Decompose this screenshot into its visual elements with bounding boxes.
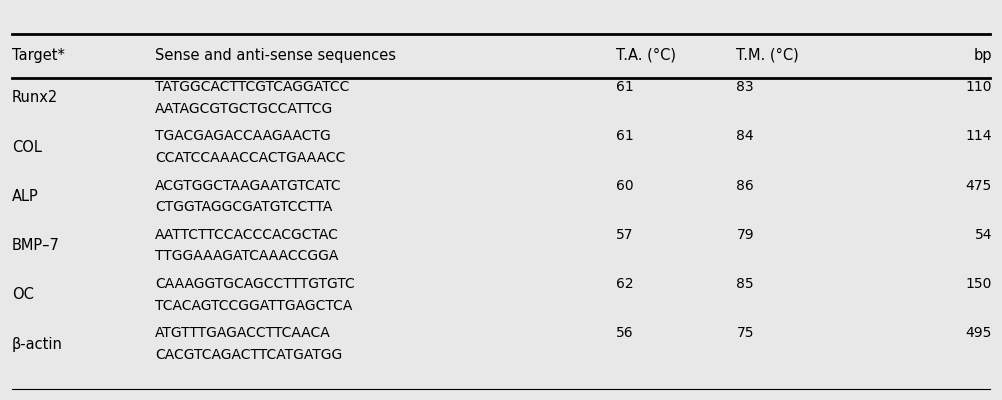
Text: BMP–7: BMP–7 xyxy=(12,238,60,253)
Text: 61: 61 xyxy=(616,129,634,143)
Text: 79: 79 xyxy=(736,228,755,242)
Text: 61: 61 xyxy=(616,80,634,94)
Text: β-actin: β-actin xyxy=(12,336,63,352)
Text: TGACGAGACCAAGAACTG: TGACGAGACCAAGAACTG xyxy=(155,129,331,143)
Text: TCACAGTCCGGATTGAGCTCA: TCACAGTCCGGATTGAGCTCA xyxy=(155,299,353,313)
Text: Runx2: Runx2 xyxy=(12,90,58,106)
Text: ATGTTTGAGACCTTCAACA: ATGTTTGAGACCTTCAACA xyxy=(155,326,331,340)
Text: CACGTCAGACTTCATGATGG: CACGTCAGACTTCATGATGG xyxy=(155,348,343,362)
Text: 150: 150 xyxy=(966,277,992,291)
Text: CAAAGGTGCAGCCTTTGTGTC: CAAAGGTGCAGCCTTTGTGTC xyxy=(155,277,355,291)
Text: 86: 86 xyxy=(736,178,755,192)
Text: 110: 110 xyxy=(966,80,992,94)
Text: 83: 83 xyxy=(736,80,755,94)
Text: 54: 54 xyxy=(975,228,992,242)
Text: AATTCTTCCACCCACGCTAC: AATTCTTCCACCCACGCTAC xyxy=(155,228,340,242)
Text: ALP: ALP xyxy=(12,189,39,204)
Text: T.M. (°C): T.M. (°C) xyxy=(736,48,800,63)
Text: 495: 495 xyxy=(966,326,992,340)
Text: 114: 114 xyxy=(966,129,992,143)
Text: COL: COL xyxy=(12,140,42,155)
Text: 85: 85 xyxy=(736,277,755,291)
Text: 62: 62 xyxy=(616,277,634,291)
Text: CCATCCAAACCACTGAAACC: CCATCCAAACCACTGAAACC xyxy=(155,151,346,165)
Text: 84: 84 xyxy=(736,129,755,143)
Text: 57: 57 xyxy=(616,228,633,242)
Text: TATGGCACTTCGTCAGGATCC: TATGGCACTTCGTCAGGATCC xyxy=(155,80,350,94)
Text: 60: 60 xyxy=(616,178,634,192)
Text: TTGGAAAGATCAAACCGGA: TTGGAAAGATCAAACCGGA xyxy=(155,250,339,264)
Text: Sense and anti-sense sequences: Sense and anti-sense sequences xyxy=(155,48,397,63)
Text: ACGTGGCTAAGAATGTCATC: ACGTGGCTAAGAATGTCATC xyxy=(155,178,342,192)
Text: Target*: Target* xyxy=(12,48,65,63)
Text: AATAGCGTGCTGCCATTCG: AATAGCGTGCTGCCATTCG xyxy=(155,102,334,116)
Text: 75: 75 xyxy=(736,326,754,340)
Text: CTGGTAGGCGATGTCCTTA: CTGGTAGGCGATGTCCTTA xyxy=(155,200,333,214)
Text: 56: 56 xyxy=(616,326,634,340)
Text: bp: bp xyxy=(974,48,992,63)
Text: 475: 475 xyxy=(966,178,992,192)
Text: OC: OC xyxy=(12,287,34,302)
Text: T.A. (°C): T.A. (°C) xyxy=(616,48,676,63)
